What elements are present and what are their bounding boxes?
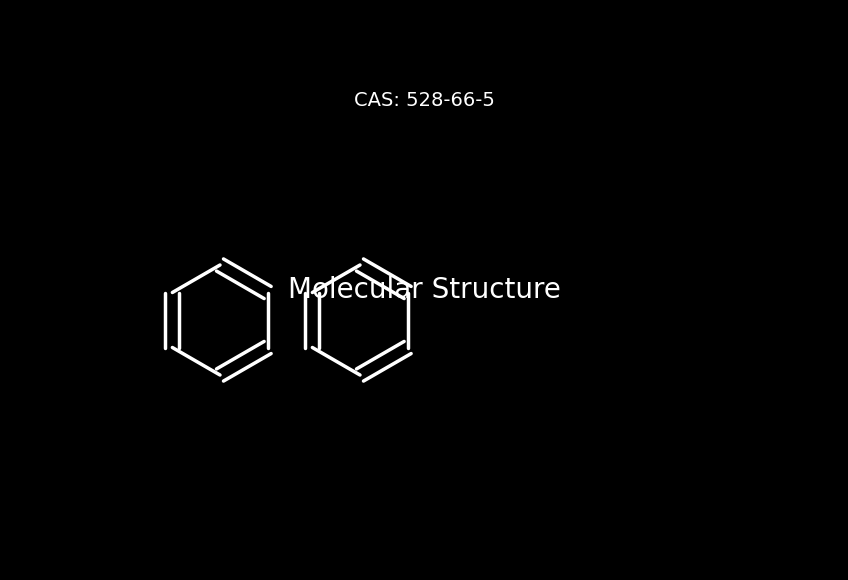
Text: Molecular Structure: Molecular Structure	[287, 276, 561, 304]
Text: CAS: 528-66-5: CAS: 528-66-5	[354, 90, 494, 110]
